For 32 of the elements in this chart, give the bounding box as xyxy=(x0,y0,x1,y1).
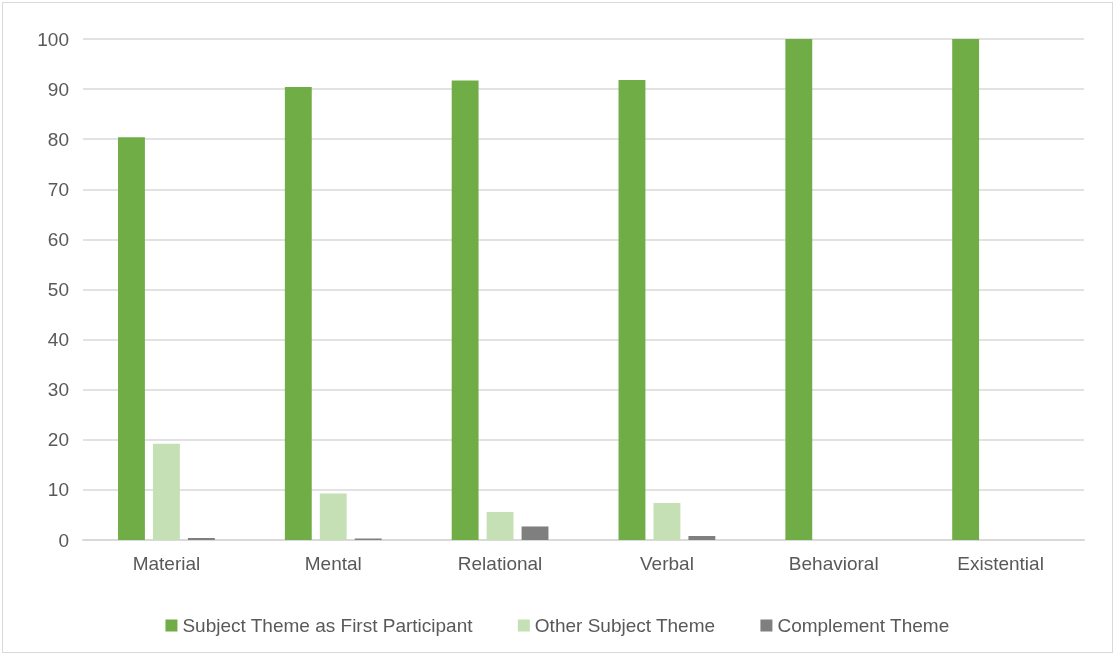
bar xyxy=(451,80,479,540)
legend-label: Complement Theme xyxy=(777,615,950,636)
legend-label: Other Subject Theme xyxy=(534,615,716,636)
y-tick-label: 40 xyxy=(47,329,69,351)
y-tick-label: 100 xyxy=(37,28,69,50)
bar xyxy=(319,493,347,540)
y-tick-label: 70 xyxy=(47,178,69,200)
x-tick-label: Material xyxy=(132,553,201,574)
bar xyxy=(521,526,549,540)
y-tick-label: 0 xyxy=(58,529,69,551)
bar xyxy=(952,39,980,540)
bar xyxy=(618,80,646,540)
bar xyxy=(118,137,145,540)
y-tick-label: 80 xyxy=(47,128,69,150)
legend-label: Subject Theme as First Participant xyxy=(182,615,474,636)
x-tick-label: Verbal xyxy=(639,553,694,574)
bar xyxy=(486,511,514,540)
y-tick-label: 50 xyxy=(47,279,69,300)
x-tick-label: Mental xyxy=(304,553,362,574)
x-tick-label: Behavioral xyxy=(788,553,879,574)
bar xyxy=(653,502,681,540)
bar xyxy=(688,535,716,540)
y-tick-label: 60 xyxy=(47,228,69,250)
x-tick-label: Relational xyxy=(457,553,543,574)
y-tick-label: 90 xyxy=(47,78,69,100)
y-tick-label: 30 xyxy=(47,379,69,401)
x-tick-label: Existential xyxy=(957,553,1044,574)
bar xyxy=(152,443,180,540)
y-tick-label: 10 xyxy=(47,479,69,501)
bar xyxy=(785,39,813,540)
bar xyxy=(284,87,312,540)
y-tick-label: 20 xyxy=(47,429,69,451)
